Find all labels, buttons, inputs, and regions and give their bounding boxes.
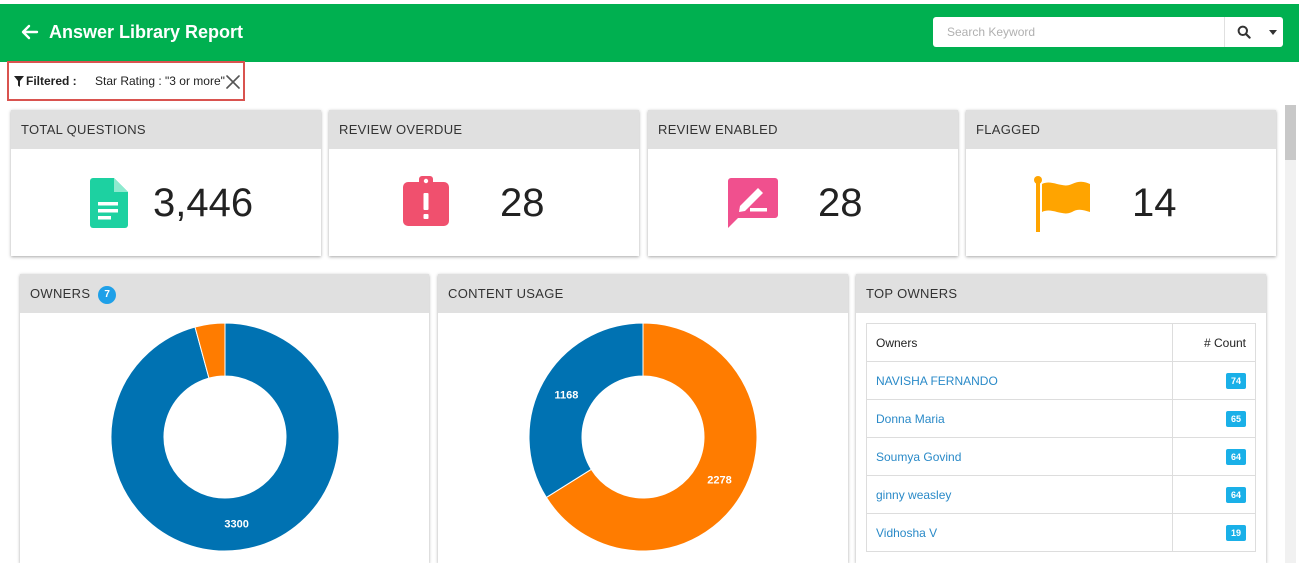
count-cell: 74 — [1172, 361, 1256, 400]
card-title: REVIEW OVERDUE — [329, 110, 639, 149]
scrollbar-track[interactable] — [1285, 105, 1296, 563]
table-row: Soumya Govind 64 — [866, 437, 1256, 476]
table-row: Donna Maria 65 — [866, 399, 1256, 438]
caret-down-icon — [1269, 29, 1277, 35]
owner-link[interactable]: Soumya Govind — [866, 437, 1173, 476]
pie-slice[interactable] — [194, 322, 226, 379]
search-icon — [1237, 25, 1251, 39]
data-label: 2278 — [707, 474, 731, 486]
total-questions-card[interactable]: TOTAL QUESTIONS 3,446 — [11, 110, 321, 256]
search-box — [933, 17, 1283, 47]
close-icon[interactable] — [226, 75, 240, 89]
owner-link[interactable]: Vidhosha V — [866, 513, 1173, 552]
count-cell: 64 — [1172, 437, 1256, 476]
panel-title: CONTENT USAGE — [438, 274, 848, 313]
panel-header: OWNERS 7 — [20, 274, 429, 313]
count-badge: 64 — [1225, 448, 1246, 465]
count-cell: 19 — [1172, 513, 1256, 552]
owners-count-badge: 7 — [98, 285, 117, 304]
stat-value: 3,446 — [153, 181, 254, 225]
count-badge: 19 — [1225, 524, 1246, 541]
table-row: Vidhosha V 19 — [866, 513, 1256, 552]
count-badge: 74 — [1225, 372, 1246, 389]
panel-title: TOP OWNERS — [856, 274, 1266, 313]
filter-value: Star Rating : "3 or more" — [95, 74, 225, 88]
owner-link[interactable]: ginny weasley — [866, 475, 1173, 514]
content-usage-panel: CONTENT USAGE 2278 1168 — [438, 274, 848, 563]
data-label: 3300 — [224, 519, 248, 531]
top-owners-table: Owners # Count NAVISHA FERNANDO 74 Donna… — [866, 323, 1256, 552]
owner-link[interactable]: NAVISHA FERNANDO — [866, 361, 1173, 400]
scrollbar-thumb[interactable] — [1285, 105, 1296, 160]
count-badge: 65 — [1225, 410, 1246, 427]
count-badge: 64 — [1225, 486, 1246, 503]
owners-donut-chart[interactable]: 3300 — [20, 313, 429, 563]
table-header-row: Owners # Count — [866, 323, 1256, 362]
document-icon — [90, 178, 128, 228]
count-cell: 65 — [1172, 399, 1256, 438]
search-options-dropdown[interactable] — [1263, 17, 1283, 47]
page-title: Answer Library Report — [49, 22, 244, 42]
pie-slice[interactable] — [545, 322, 758, 552]
content-usage-donut-chart[interactable]: 2278 1168 — [438, 313, 848, 563]
card-title: TOTAL QUESTIONS — [11, 110, 321, 149]
pie-slice[interactable] — [110, 322, 340, 552]
data-label: 1168 — [555, 390, 579, 402]
stat-value: 28 — [500, 181, 545, 225]
review-enabled-card[interactable]: REVIEW ENABLED 28 — [648, 110, 958, 256]
filter-icon — [14, 76, 24, 87]
pie-slice[interactable] — [528, 322, 644, 499]
table-row: NAVISHA FERNANDO 74 — [866, 361, 1256, 400]
owners-panel: OWNERS 7 3300 — [20, 274, 429, 563]
top-owners-panel: TOP OWNERS Owners # Count NAVISHA FERNAN… — [856, 274, 1266, 563]
back-arrow-icon[interactable] — [20, 22, 40, 42]
column-header-count[interactable]: # Count — [1172, 323, 1256, 362]
search-input[interactable] — [933, 17, 1223, 47]
card-title: REVIEW ENABLED — [648, 110, 958, 149]
alert-clipboard-icon — [403, 176, 449, 226]
table-row: ginny weasley 64 — [866, 475, 1256, 514]
edit-comment-icon — [728, 178, 778, 228]
count-cell: 64 — [1172, 475, 1256, 514]
search-button[interactable] — [1224, 17, 1263, 47]
flag-icon — [1034, 176, 1090, 232]
top-bar: Answer Library Report — [0, 4, 1299, 62]
stat-value: 14 — [1132, 181, 1177, 225]
review-overdue-card[interactable]: REVIEW OVERDUE 28 — [329, 110, 639, 256]
column-header-owners[interactable]: Owners — [866, 323, 1173, 362]
stat-value: 28 — [818, 181, 863, 225]
filter-label: Filtered : — [26, 74, 77, 88]
owner-link[interactable]: Donna Maria — [866, 399, 1173, 438]
flagged-card[interactable]: FLAGGED 14 — [966, 110, 1276, 256]
panel-title: OWNERS — [30, 286, 91, 301]
active-filter: Filtered : Star Rating : "3 or more" — [7, 61, 245, 101]
card-title: FLAGGED — [966, 110, 1276, 149]
